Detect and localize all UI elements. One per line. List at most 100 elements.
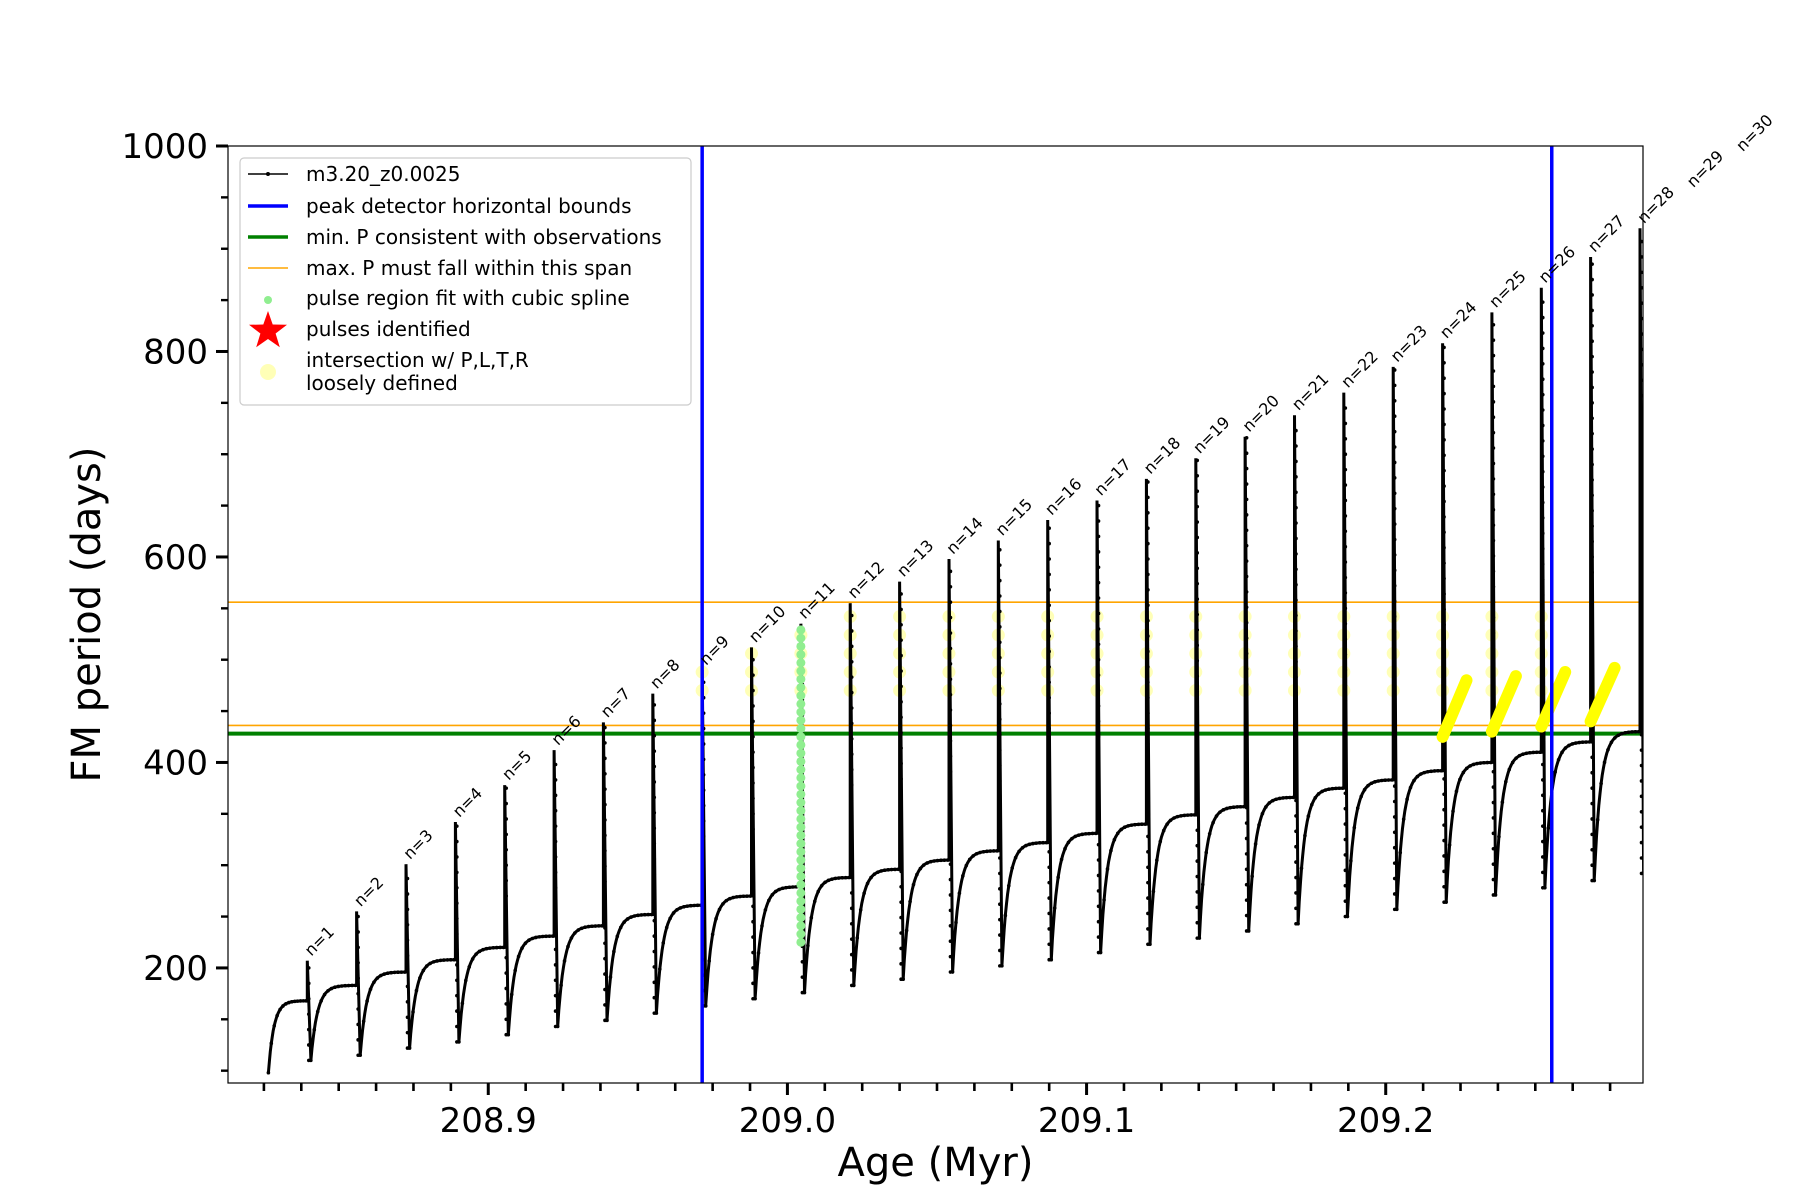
period-point <box>1294 891 1298 895</box>
period-point <box>1639 625 1643 629</box>
period-point <box>1738 663 1742 667</box>
period-point <box>991 849 996 853</box>
period-point <box>652 826 657 831</box>
period-point <box>1221 808 1226 812</box>
period-point <box>1244 821 1249 825</box>
period-point <box>1392 722 1397 727</box>
period-point <box>1590 323 1594 328</box>
period-point <box>551 934 555 938</box>
period-point <box>1343 652 1348 657</box>
period-point <box>1639 424 1643 429</box>
period-point <box>1146 788 1150 792</box>
period-point <box>1712 711 1716 715</box>
period-point <box>995 849 999 853</box>
period-point <box>1689 565 1693 569</box>
period-point <box>872 872 877 876</box>
period-point <box>1392 398 1397 403</box>
period-point <box>1478 761 1483 765</box>
period-point <box>1195 643 1200 648</box>
period-point <box>1211 820 1215 825</box>
period-point <box>751 966 755 970</box>
period-point <box>1546 826 1551 830</box>
period-point <box>1639 825 1643 829</box>
spline-fit-point <box>796 666 806 676</box>
period-point <box>1590 354 1594 359</box>
period-point <box>1540 654 1545 659</box>
period-point <box>767 898 771 903</box>
period-point <box>1148 942 1152 947</box>
period-point <box>652 934 657 938</box>
period-point <box>411 1010 415 1014</box>
period-point <box>1689 504 1693 508</box>
period-point <box>618 925 623 930</box>
period-point <box>405 969 410 973</box>
x-tick-label: 208.9 <box>440 1101 537 1141</box>
period-point <box>1442 484 1446 488</box>
period-point <box>329 986 334 991</box>
period-point <box>537 935 542 939</box>
period-point <box>405 892 410 896</box>
period-point <box>372 980 376 984</box>
period-point <box>1587 740 1592 744</box>
period-point <box>1383 778 1387 783</box>
period-point <box>1172 816 1176 820</box>
period-point <box>455 855 459 859</box>
period-point <box>1165 822 1169 826</box>
period-point <box>1146 695 1150 700</box>
period-point <box>1590 801 1594 806</box>
period-point <box>356 1038 360 1042</box>
spline-fit-point <box>796 658 806 668</box>
period-point <box>948 646 953 651</box>
period-point <box>1047 588 1051 592</box>
period-point <box>948 692 953 697</box>
period-point <box>269 1041 274 1046</box>
period-point <box>1738 833 1742 837</box>
period-point <box>1225 806 1229 811</box>
period-point <box>899 700 903 704</box>
period-point <box>1096 611 1101 616</box>
period-point <box>603 910 607 915</box>
period-point <box>1689 812 1693 816</box>
period-point <box>1146 510 1150 515</box>
period-point <box>612 949 616 954</box>
period-point <box>1146 772 1150 777</box>
period-point <box>1689 365 1693 369</box>
period-point <box>1343 591 1348 595</box>
period-point <box>1590 616 1594 621</box>
period-point <box>1689 458 1693 462</box>
period-point <box>1405 797 1409 802</box>
spline-fit-point <box>796 732 806 742</box>
spline-fit-point <box>796 798 806 808</box>
period-point <box>1590 770 1594 775</box>
period-point <box>1392 799 1397 804</box>
period-point <box>1096 704 1101 708</box>
period-point <box>597 924 601 928</box>
period-point <box>1689 411 1693 415</box>
period-point <box>935 858 940 863</box>
period-point <box>306 996 311 1001</box>
period-point <box>652 749 657 753</box>
period-point <box>1491 631 1496 635</box>
period-point <box>1146 557 1150 561</box>
period-point <box>1590 431 1594 436</box>
period-point <box>1626 730 1631 735</box>
spline-fit-point <box>796 929 806 939</box>
period-point <box>998 671 1002 675</box>
period-point <box>1738 416 1742 420</box>
period-point <box>1244 697 1249 702</box>
period-point <box>809 915 814 920</box>
period-point <box>849 937 854 941</box>
period-point <box>1425 769 1430 774</box>
period-point <box>1652 751 1656 755</box>
period-point <box>603 895 607 899</box>
period-point <box>1639 378 1643 383</box>
y-tick-label: 600 <box>143 538 208 578</box>
period-point <box>1429 769 1433 774</box>
period-point <box>1207 831 1212 836</box>
period-point <box>1639 809 1643 814</box>
period-point <box>1540 577 1545 582</box>
period-point <box>1146 526 1150 530</box>
spline-fit-point <box>796 641 806 651</box>
period-point <box>751 981 755 986</box>
period-point <box>356 930 360 934</box>
